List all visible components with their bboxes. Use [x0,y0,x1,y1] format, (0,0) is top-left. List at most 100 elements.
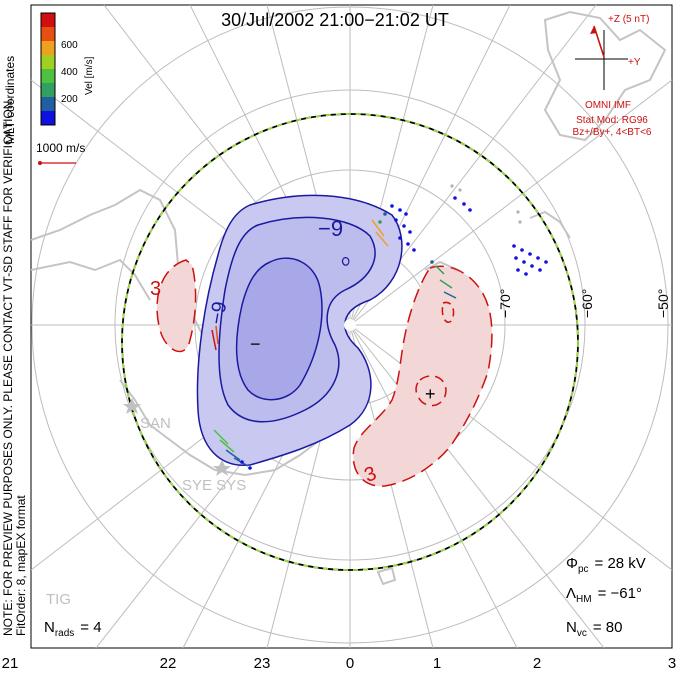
contour-label-neg: −9 [318,216,343,241]
velocity-vector [516,268,520,272]
star-icon [213,460,231,476]
velocity-vector [402,224,406,228]
velocity-vector [404,212,408,216]
mlt-tick-21: 21 [2,655,19,672]
velocity-vector [375,231,389,247]
velocity-vector [443,291,457,299]
map-title: 30/Jul/2002 21:00−21:02 UT [221,10,449,30]
positive-potential-cells [156,259,493,487]
site-label-tig: TIG [46,591,71,608]
velocity-vector [371,219,385,237]
radar-sites: SAN SYE SYS TIG [46,398,246,608]
velocity-vector [240,460,244,464]
star-icon [123,398,141,414]
vectors-dayside [371,184,522,252]
velocity-vector [468,208,472,212]
velocity-vector [516,210,520,214]
nrads-stat: Nrads = 4 [44,619,102,639]
velocity-vector [412,248,416,252]
vectors-dawn-grid [512,244,548,276]
colorbar-cell [41,111,55,126]
hm-boundary [121,113,579,571]
imf-condition: Bz+/By+, 4<BT<6 [573,127,652,138]
phi-pc-stat: Φpc = 28 kV [566,555,646,575]
velocity-vector [514,256,518,260]
vectors-nightside [213,429,252,470]
potential-max-marker: + [425,384,436,404]
velocity-vector [378,220,382,224]
lat-label-70: −70° [497,289,513,318]
imf-dial: +Z (5 nT) +Y OMNI IMF Stat Mod: RG96 Bz+… [573,14,652,138]
lat-label-50: −50° [655,289,671,318]
site-label-syesys: SYE SYS [182,477,246,494]
negative-small-contour [341,257,350,266]
velocity-vector [528,252,532,256]
positive-cell-dusk [156,259,197,353]
velocity-vector [394,218,398,222]
velocity-vector [544,260,548,264]
mlt-tick-22: 22 [160,655,177,672]
lat-label-60: −60° [579,289,595,318]
mlt-tick-2: 2 [533,655,541,672]
colorbar-cell [41,69,55,84]
contour-label-neg: −9 [206,300,232,326]
verification-note: NOTE: FOR PREVIEW PURPOSES ONLY. PLEASE … [1,97,15,636]
vectors-boundary-right [430,260,457,299]
colorbar-tick-600: 600 [61,40,78,51]
colorbar-cell [41,27,55,42]
colorbar-cell [41,41,55,56]
velocity-vector [219,439,235,453]
plot-frame [30,4,673,649]
nvc-stat: Nvc = 80 [566,619,622,639]
imf-y-label: +Y [628,57,641,68]
fit-note: FitOrder: 8, mapEX format [14,495,28,636]
vector-scale-label: 1000 m/s [36,141,85,155]
velocity-vector [518,220,522,224]
imf-z-label: +Z (5 nT) [608,14,649,25]
velocity-vector [512,244,516,248]
lambda-hm-stat: ΛHM = −61° [566,585,642,605]
velocity-vector [439,279,453,289]
velocity-vector [398,236,402,240]
velocity-vector [522,260,526,264]
velocity-vector [430,260,434,264]
velocity-vector [211,329,217,351]
velocity-vector [520,248,524,252]
colorbar-cell [41,13,55,28]
imf-model: Stat Mod: RG96 [576,115,648,126]
site-label-san: SAN [140,415,171,432]
velocity-vector [524,272,528,276]
coord-label: MLT coordinates [3,56,17,144]
velocity-vector [435,265,445,275]
latitude-labels: −70° −60° −50° [497,289,671,318]
positive-inner-contour [415,375,447,407]
negative-cell-inner [235,257,323,401]
vector-scale: 1000 m/s [36,141,85,165]
velocity-vector [215,325,219,345]
imf-source: OMNI IMF [585,100,631,111]
contour-label-pos: 3 [150,278,161,300]
velocity-vector [390,204,394,208]
mlt-tick-1: 1 [433,655,441,672]
velocity-colorbar: 600 400 200 Vel [m/s] [40,12,95,126]
velocity-vector [458,188,462,192]
colorbar-cell [41,83,55,98]
mlt-tick-23: 23 [254,655,271,672]
mlt-axis: 21 22 23 0 1 2 3 [2,655,677,672]
velocity-vector [398,208,402,212]
velocity-vector [248,466,252,470]
mlt-tick-3: 3 [668,655,676,672]
colorbar-cell [41,55,55,70]
vector-scale-dot [38,161,42,165]
colorbar-tick-200: 200 [61,94,78,105]
velocity-vector [453,196,457,200]
velocity-vector [408,230,412,234]
colorbar-cell [41,97,55,112]
velocity-vector [530,264,534,268]
velocity-vectors [211,184,548,470]
positive-inner-contour-upper [441,301,455,323]
mlt-tick-0: 0 [346,655,354,672]
fit-stats: Φpc = 28 kV ΛHM = −61° Nvc = 80 Nrads = 4 [44,555,646,639]
pole-marker [344,319,356,331]
potential-min-marker: − [250,334,261,354]
